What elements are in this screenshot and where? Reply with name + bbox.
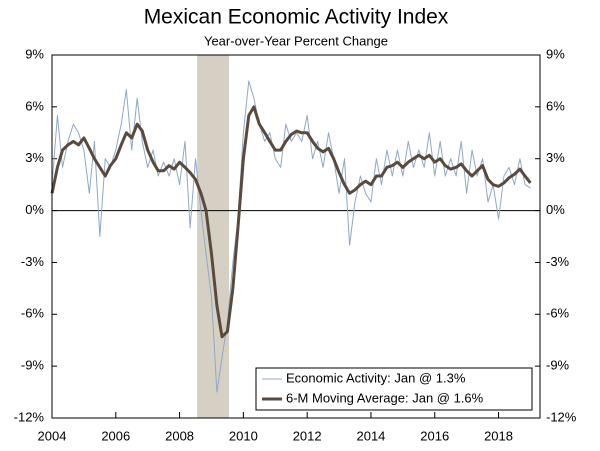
series-line <box>50 105 532 339</box>
y-tick-label: 0% <box>25 202 44 217</box>
y2-tick-label: 9% <box>546 46 565 61</box>
x-tick-label: 2004 <box>38 428 67 443</box>
chart-subtitle: Year-over-Year Percent Change <box>204 33 388 48</box>
plot-frame <box>51 54 541 419</box>
y-tick-label: -12% <box>14 409 45 424</box>
y-tick-label: 3% <box>25 150 44 165</box>
legend-label: 6-M Moving Average: Jan @ 1.6% <box>286 390 484 405</box>
y2-tick-label: 0% <box>546 202 565 217</box>
chart-title: Mexican Economic Activity Index <box>144 6 449 29</box>
y2-tick-label: 3% <box>546 150 565 165</box>
y2-tick-label: -6% <box>546 306 570 321</box>
x-tick-label: 2016 <box>420 428 449 443</box>
x-tick-label: 2010 <box>229 428 258 443</box>
x-tick-label: 2018 <box>484 428 513 443</box>
y2-tick-label: -3% <box>546 254 570 269</box>
x-tick-label: 2006 <box>101 428 130 443</box>
recession-band <box>197 55 230 418</box>
x-tick-label: 2014 <box>356 428 385 443</box>
x-tick-label: 2012 <box>293 428 322 443</box>
y-tick-label: -6% <box>21 306 45 321</box>
x-tick-label: 2008 <box>165 428 194 443</box>
legend-label: Economic Activity: Jan @ 1.3% <box>286 370 466 385</box>
y2-tick-label: -9% <box>546 358 570 373</box>
legend-box <box>255 367 533 411</box>
series-line <box>51 80 531 393</box>
y-tick-label: 6% <box>25 98 44 113</box>
y2-tick-label: 6% <box>546 98 565 113</box>
y2-tick-label: -12% <box>546 409 577 424</box>
y-tick-label: -3% <box>21 254 45 269</box>
y-tick-label: -9% <box>21 358 45 373</box>
y-tick-label: 9% <box>25 46 44 61</box>
